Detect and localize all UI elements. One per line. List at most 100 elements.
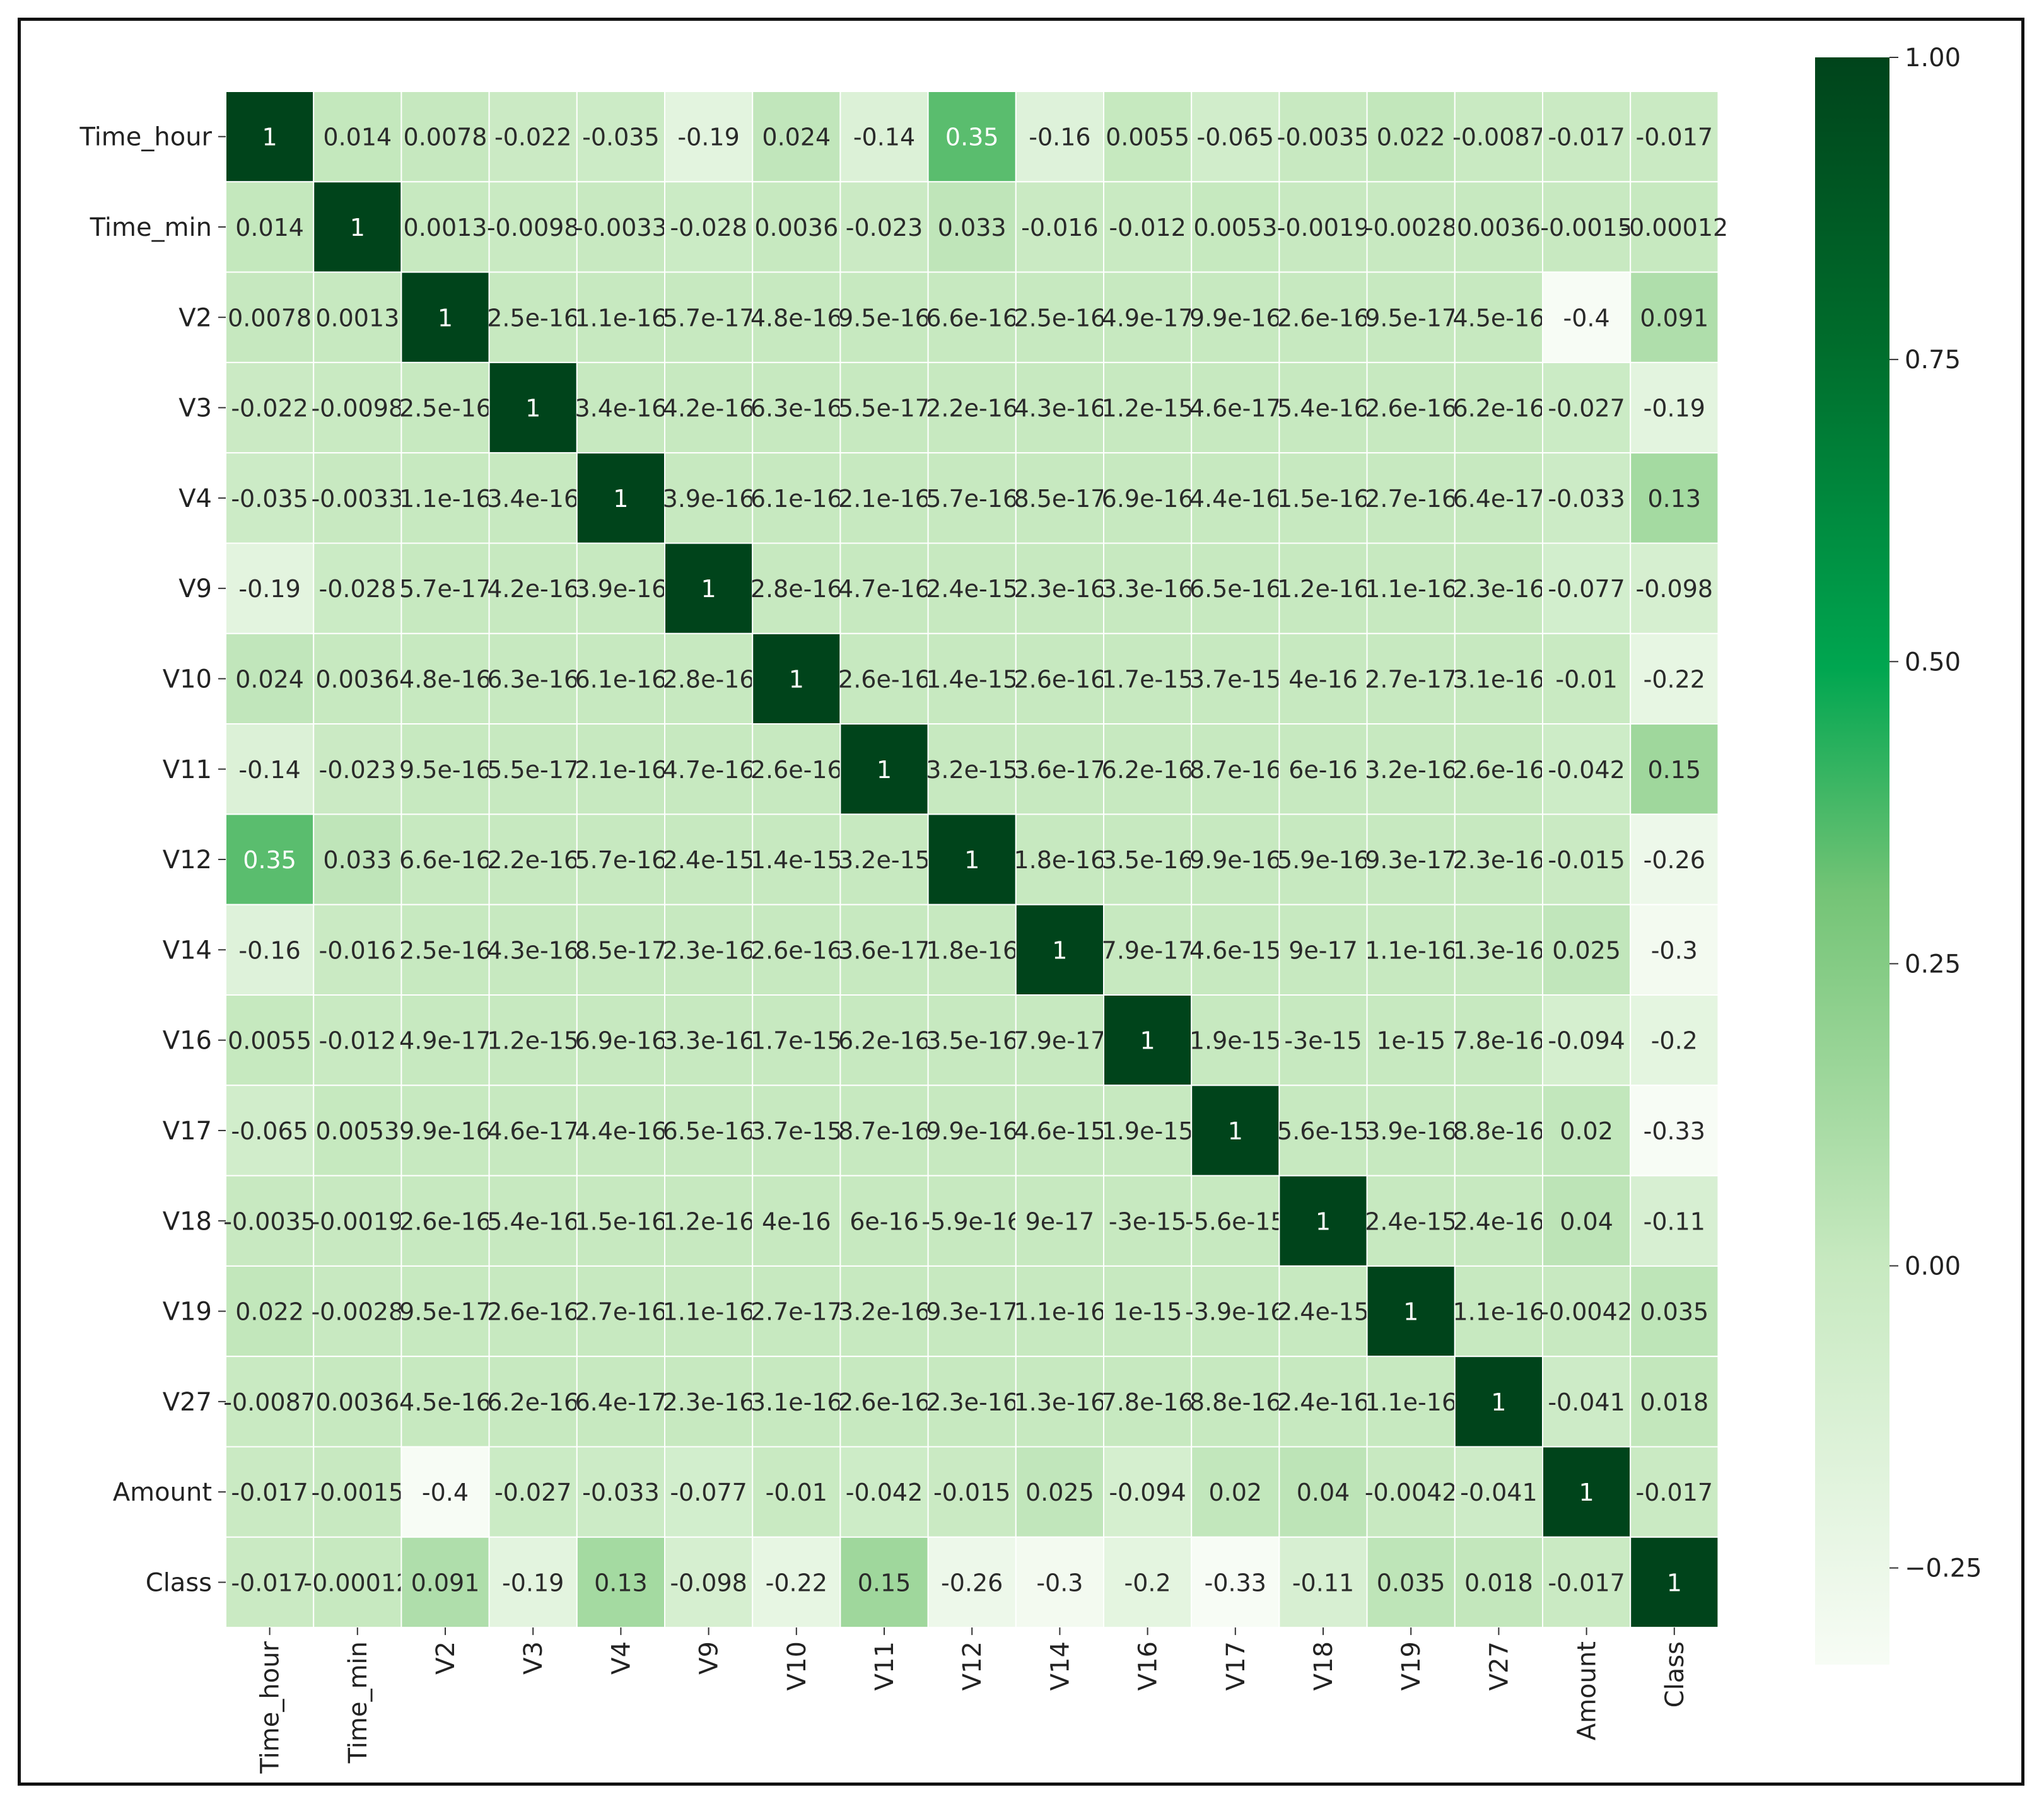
cell-value-label: 0.13 (1647, 485, 1701, 513)
cell-value-label: 2.3e-16 (663, 1388, 755, 1416)
heatmap-cell-V2-V19 (1366, 271, 1456, 363)
heatmap-cell-V4-V16 (1103, 452, 1193, 544)
cell-value-label: 4e-16 (762, 1207, 831, 1235)
heatmap-cell-V3-V11 (839, 361, 929, 454)
cell-value-label: 1.1e-16 (399, 485, 491, 513)
cell-value-label: 4.3e-16 (487, 936, 579, 964)
heatmap-cell-V10-V11 (839, 632, 929, 725)
cell-value-label: -0.033 (1548, 485, 1625, 513)
heatmap-cell-Class-V9 (664, 1536, 754, 1629)
heatmap-cell-V17-V27 (1454, 1085, 1544, 1177)
cell-value-label: 3.1e-16 (750, 1388, 843, 1416)
heatmap-cell-V3-V2 (400, 361, 490, 454)
heatmap-cell-Time_hour-Time_min (313, 91, 402, 183)
cell-value-label: -0.0033 (311, 485, 404, 513)
cell-value-label: 0.024 (762, 124, 831, 151)
heatmap-cell-V4-Time_min (313, 452, 402, 544)
cell-value-label: 2.6e-16 (487, 1298, 579, 1326)
cell-value-label: 6.2e-16 (838, 1027, 930, 1055)
heatmap-cell-V2-Class (1630, 271, 1719, 363)
heatmap-cell-V4-V3 (488, 452, 578, 544)
heatmap-cell-V14-V12 (927, 904, 1017, 996)
heatmap-cell-V27-V18 (1278, 1356, 1368, 1448)
heatmap-cell-V27-Time_min (313, 1356, 402, 1448)
cell-value-label: -0.00012 (1620, 214, 1728, 241)
cell-value-label: 5.7e-17 (399, 575, 491, 603)
cell-value-label: 6e-16 (1288, 756, 1358, 784)
heatmap-cell-V16-V11 (839, 994, 929, 1086)
heatmap-cell-V16-V16 (1103, 994, 1193, 1086)
heatmap-cell-V11-V2 (400, 723, 490, 815)
cell-value-label: 6.1e-16 (750, 485, 843, 513)
heatmap-cell-V11-Time_hour (225, 723, 315, 815)
cell-value-label: 3.5e-16 (926, 1027, 1018, 1055)
heatmap-cell-Class-V19 (1366, 1536, 1456, 1629)
cell-value-label: 1 (1491, 1388, 1506, 1416)
cell-value-label: -0.065 (1197, 124, 1275, 151)
cell-value-label: -0.023 (319, 756, 397, 784)
heatmap-cell-V17-V4 (576, 1085, 665, 1177)
heatmap-cell-V16-V18 (1278, 994, 1368, 1086)
heatmap-cell-V3-Amount (1542, 361, 1632, 454)
heatmap-cell-V19-V3 (488, 1265, 578, 1358)
cell-value-label: 0.13 (594, 1569, 648, 1597)
y-tick-label: V4 (178, 484, 212, 513)
cell-value-label: 0.022 (1377, 124, 1445, 151)
cell-value-label: 2.4e-16 (1452, 1207, 1545, 1235)
heatmap-cell-V16-V4 (576, 994, 665, 1086)
heatmap-cell-V11-V12 (927, 723, 1017, 815)
colorbar: 1.00 0.75 0.50 0.25 0.00 −0.25 (1815, 44, 1982, 1665)
cell-value-label: -3e-15 (1284, 1027, 1362, 1055)
heatmap-cell-V2-V11 (839, 271, 929, 363)
heatmap-cell-V19-V27 (1454, 1265, 1544, 1358)
cell-value-label: 1 (613, 485, 628, 513)
heatmap-cell-V10-V9 (664, 632, 754, 725)
cell-value-label: 2.8e-16 (750, 575, 843, 603)
cell-value-label: 5.7e-17 (663, 304, 755, 332)
heatmap-cell-V4-V11 (839, 452, 929, 544)
cell-value-label: 4.4e-16 (1189, 485, 1282, 513)
cell-value-label: -0.022 (231, 395, 308, 422)
cell-value-label: -0.017 (1636, 1479, 1714, 1506)
cell-value-label: 3.3e-16 (663, 1027, 755, 1055)
cell-value-label: 1.8e-16 (1013, 846, 1106, 874)
cell-value-label: 9.9e-16 (1189, 304, 1282, 332)
heatmap-cell-V12-V16 (1103, 813, 1193, 905)
cell-value-label: 1 (789, 665, 804, 693)
cell-value-label: -0.015 (1548, 846, 1625, 874)
cell-value-label: -3e-15 (1109, 1207, 1186, 1235)
heatmap-cell-V17-V3 (488, 1085, 578, 1177)
heatmap-cell-V14-V19 (1366, 904, 1456, 996)
heatmap-cell-V9-V17 (1191, 542, 1280, 634)
cell-value-label: 8.7e-16 (1189, 756, 1282, 784)
heatmap-cell-Time_hour-V11 (839, 91, 929, 183)
heatmap-cell-V14-V16 (1103, 904, 1193, 996)
cell-value-label: -0.017 (1548, 124, 1625, 151)
cell-value-label: -0.065 (231, 1117, 308, 1145)
y-tick-label: Time_min (90, 213, 212, 242)
cell-value-label: -0.2 (1651, 1027, 1698, 1055)
cell-value-label: 3.2e-16 (1365, 756, 1457, 784)
cell-value-label: -0.01 (1555, 665, 1617, 693)
cell-value-label: 3.3e-16 (1102, 575, 1194, 603)
colorbar-tick-label: 0.00 (1905, 1252, 1961, 1281)
cell-value-label: 1 (1403, 1298, 1418, 1326)
y-tick-label: V2 (178, 303, 212, 332)
heatmap-cell-V27-V19 (1366, 1356, 1456, 1448)
y-tick-label: V3 (178, 394, 212, 423)
cell-value-label: -0.3 (1651, 936, 1698, 964)
heatmap-cell-V17-V10 (752, 1085, 841, 1177)
heatmap-cell-Time_min-V9 (664, 181, 754, 273)
cell-value-label: 2.6e-16 (1452, 756, 1545, 784)
heatmap-cell-V12-V17 (1191, 813, 1280, 905)
cell-value-label: 9.9e-16 (399, 1117, 491, 1145)
cell-value-label: 1.2e-15 (487, 1027, 579, 1055)
cell-value-label: 2.4e-15 (663, 846, 755, 874)
heatmap-cell-V18-V10 (752, 1175, 841, 1267)
heatmap-cell-V9-V14 (1015, 542, 1105, 634)
cell-value-label: -0.035 (231, 485, 308, 513)
cell-value-label: 2.7e-17 (1365, 665, 1457, 693)
cell-value-label: 2.6e-16 (1013, 665, 1106, 693)
heatmap-cell-V27-V11 (839, 1356, 929, 1448)
heatmap-cell-Time_hour-Time_hour (225, 91, 315, 183)
